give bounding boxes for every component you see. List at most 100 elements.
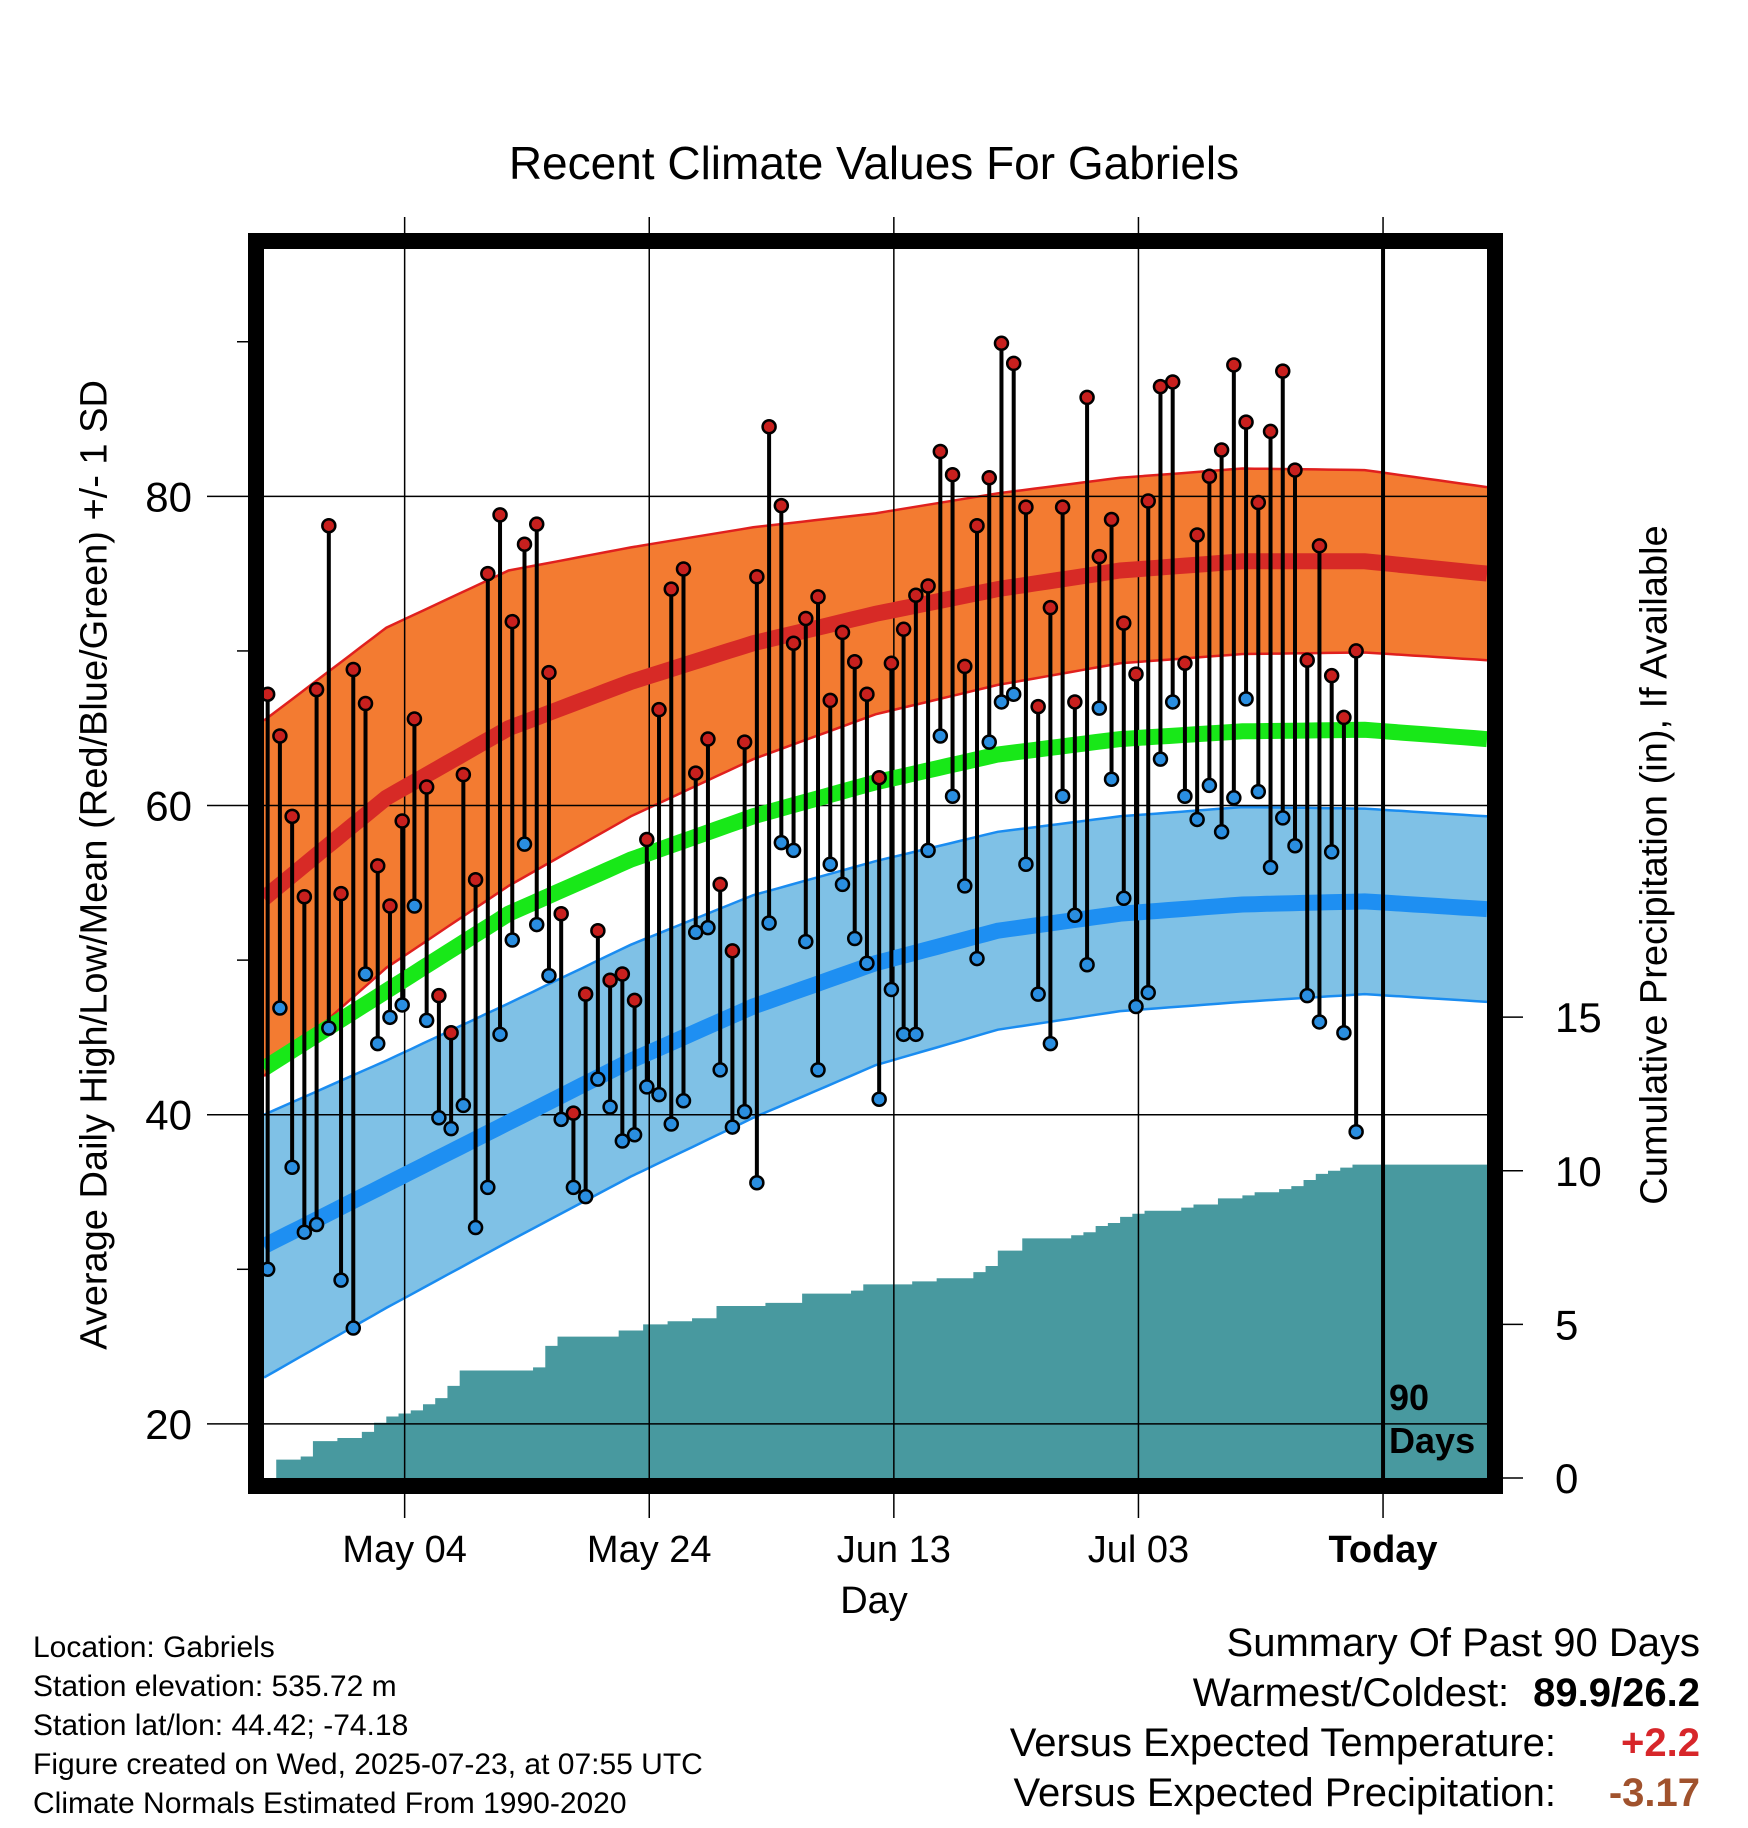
daily-high-point [834,624,851,641]
daily-low-point [663,1116,680,1132]
daily-high-point [957,658,973,675]
daily-low-point [883,981,900,998]
warmest-coldest-row: Warmest/Coldest: 89.9/26.2 [1010,1668,1700,1718]
daily-high-point [920,578,936,594]
daily-low-point [920,842,936,859]
y2-tick-label: 0 [1555,1455,1578,1502]
daily-high-point [504,613,521,630]
y-tick-label: 40 [145,1092,192,1139]
high-sd-band [264,468,1487,1077]
daily-low-point [932,728,949,744]
daily-low-point [626,1127,643,1143]
daily-low-point [1262,859,1279,876]
daily-low-point [443,1120,459,1137]
daily-high-point [1079,389,1095,406]
daily-high-point [981,470,997,486]
daily-low-point [1275,810,1291,826]
low-sd-lower-edge [264,992,1487,1379]
daily-low-point [1287,837,1303,854]
daily-high-point [614,966,631,982]
daily-low-point [969,950,985,967]
x-tick-label: Today [1328,1529,1437,1571]
daily-low-point [492,1026,508,1043]
daily-high-point [810,589,826,605]
daily-low-point [455,1097,472,1114]
daily-low-point [345,1320,362,1336]
daily-low-point [1164,694,1181,710]
daily-high-point [541,664,557,681]
daily-low-point [614,1133,631,1149]
daily-low-point [467,1219,484,1236]
daily-high-point [528,516,545,532]
daily-high-point [1030,698,1046,715]
daily-high-point [969,517,985,534]
daily-low-point [406,898,423,914]
daily-high-point [1299,652,1315,668]
daily-high-point [590,922,606,939]
daily-low-point [1030,986,1046,1002]
daily-low-point [810,1062,826,1078]
daily-high-point [798,610,814,627]
daily-low-point [1213,824,1230,840]
summary-heading: Summary Of Past 90 Days [1226,1621,1700,1665]
daily-low-point [504,932,521,948]
daily-low-point [1054,788,1071,805]
daily-high-point [736,734,753,750]
precip-anomaly-label: Versus Expected Precipitation: [1013,1771,1556,1815]
daily-high-point [761,419,777,435]
daily-high-point [382,898,398,914]
precip-area [264,1164,1487,1478]
daily-low-point [1336,1025,1352,1041]
daily-low-point [553,1111,569,1128]
daily-high-point [431,987,447,1004]
daily-low-point [871,1091,887,1108]
daily-low-point [761,915,777,931]
daily-high-point [859,686,875,702]
precip-anomaly-value: -3.17 [1608,1771,1700,1815]
daily-high-point [1287,462,1303,478]
daily-high-point [1140,493,1156,509]
daily-high-point [553,905,569,922]
daily-high-point [577,986,594,1002]
daily-high-point [1262,423,1279,440]
daily-low-point [1079,957,1095,973]
daily-high-point [1164,374,1181,390]
daily-high-point [1128,666,1144,682]
daily-high-point [846,654,863,670]
station-info: Location: Gabriels Station elevation: 53… [33,1628,703,1823]
daily-low-point [264,1261,276,1278]
daily-low-point [1091,700,1108,716]
x-axis-label: Day [840,1580,908,1622]
plot-frame [248,233,1503,1494]
daily-low-point [565,1179,582,1196]
daily-high-point [406,711,423,727]
daily-low-point [296,1224,313,1240]
daily-high-point [1042,599,1059,616]
daily-high-point [1213,442,1230,458]
daily-low-point [1018,856,1034,873]
daily-low-point [1152,751,1169,767]
location-text: Location: Gabriels [33,1631,275,1664]
daily-low-point [785,842,802,859]
daily-high-point [1177,655,1193,672]
daily-low-point [1348,1123,1364,1140]
daily-high-point [284,808,300,825]
daily-high-point [712,876,728,893]
daily-high-point [565,1105,582,1121]
daily-low-point [822,856,838,873]
daily-high-point [467,871,484,888]
daily-high-point [785,635,802,651]
daily-high-point [1226,357,1242,373]
daily-high-point [626,992,643,1009]
daily-high-point [724,943,741,959]
daily-low-point [724,1119,741,1135]
daily-high-point [993,335,1010,352]
y-tick-label: 20 [145,1401,192,1448]
daily-low-point [859,955,875,971]
daily-low-point [834,876,851,893]
daily-low-point [712,1062,728,1078]
y-tick-label: 60 [145,783,192,830]
low-sd-band [264,807,1487,1378]
daily-high-point [1005,355,1022,372]
